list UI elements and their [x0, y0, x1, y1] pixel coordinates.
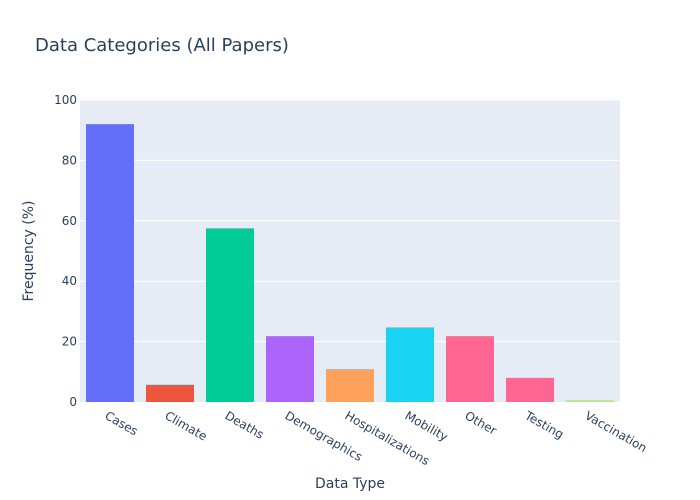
bar-cases — [86, 124, 134, 402]
y-tick-label: 40 — [62, 274, 77, 288]
bar-testing — [506, 377, 554, 402]
bars — [86, 124, 614, 402]
y-axis-title: Frequency (%) — [21, 200, 37, 301]
y-tick-label: 100 — [54, 93, 77, 107]
bar-climate — [146, 384, 194, 402]
bar-vaccination — [566, 400, 614, 402]
y-tick-label: 80 — [62, 153, 77, 167]
bar-hospitalizations — [326, 369, 374, 402]
plot-area — [80, 100, 620, 402]
x-axis-title: Data Type — [315, 476, 385, 492]
y-tick-label: 20 — [62, 335, 77, 349]
gridlines — [80, 99, 620, 343]
chart-title: Data Categories (All Papers) — [35, 35, 289, 56]
y-axis-ticks: 0 20 40 60 80 100 — [54, 93, 77, 409]
y-tick-label: 0 — [69, 395, 77, 409]
bar-deaths — [206, 228, 254, 402]
bar-other — [446, 336, 494, 402]
bar-demographics — [266, 336, 314, 402]
y-tick-label: 60 — [62, 214, 77, 228]
bar-mobility — [386, 327, 434, 402]
